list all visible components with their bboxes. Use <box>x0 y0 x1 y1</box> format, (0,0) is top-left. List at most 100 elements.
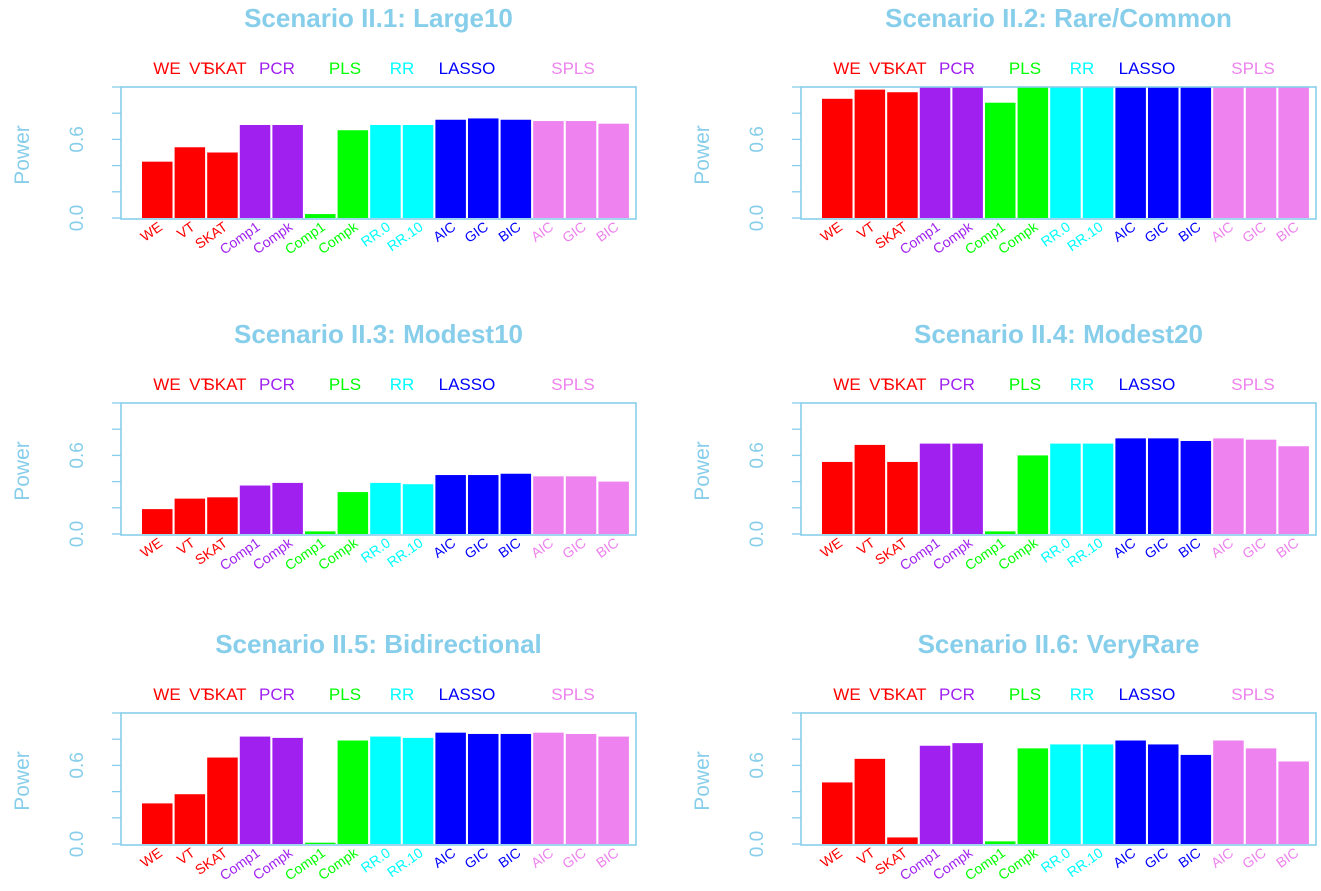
x-tick-label: BIC <box>495 844 523 870</box>
bar-aic-lasso <box>1115 438 1146 534</box>
bar-bic-lasso <box>500 733 532 844</box>
x-tick-label: WE <box>137 218 165 244</box>
bar-aic-lasso <box>435 119 466 218</box>
group-label-we: WE <box>153 375 180 394</box>
y-tick-label: 0.6 <box>747 752 768 778</box>
group-label-rr: RR <box>390 375 415 394</box>
y-tick-label: 0.0 <box>747 521 768 547</box>
bar-aic-spls <box>1213 87 1244 218</box>
bar-gic-lasso <box>1148 87 1179 218</box>
x-tick-label: BIC <box>1175 218 1203 244</box>
group-label-vt: VT <box>189 685 211 704</box>
bar-compk-pcr <box>952 87 983 218</box>
group-label-vt: VT <box>869 375 891 394</box>
group-label-spls: SPLS <box>1231 685 1274 704</box>
group-label-pcr: PCR <box>259 59 295 78</box>
group-label-we: WE <box>833 59 860 78</box>
group-label-rr: RR <box>1070 59 1095 78</box>
bar-skat-skat <box>887 461 918 534</box>
bar-aic-spls <box>1213 740 1244 844</box>
bar-rr-0-rr <box>1050 744 1081 844</box>
group-label-vt: VT <box>869 685 891 704</box>
x-tick-label: BIC <box>1273 534 1301 560</box>
bar-comp1-pls <box>985 841 1016 844</box>
bar-gic-spls <box>565 733 597 844</box>
group-label-we: WE <box>153 59 180 78</box>
group-label-pls: PLS <box>329 375 361 394</box>
bar-bic-lasso <box>500 119 532 218</box>
group-label-spls: SPLS <box>551 685 594 704</box>
bar-compk-pls <box>337 492 369 534</box>
y-tick-label: 0.0 <box>67 205 88 231</box>
bar-comp1-pls <box>985 102 1016 218</box>
bar-rr-0-rr <box>370 736 401 844</box>
bar-comp1-pls <box>305 531 336 534</box>
bar-vt-vt <box>854 758 886 844</box>
group-label-vt: VT <box>869 59 891 78</box>
bar-compk-pcr <box>952 743 983 844</box>
x-tick-label: BIC <box>593 534 621 560</box>
group-label-skat: SKAT <box>883 685 926 704</box>
group-label-pcr: PCR <box>939 375 975 394</box>
group-label-skat: SKAT <box>883 59 926 78</box>
x-tick-label: WE <box>817 534 845 560</box>
group-label-pcr: PCR <box>939 685 975 704</box>
bar-gic-spls <box>1245 87 1277 218</box>
bar-compk-pcr <box>272 124 303 218</box>
plot-border <box>120 86 637 220</box>
bar-rr-10-rr <box>1082 87 1114 218</box>
bar-comp1-pcr <box>919 443 951 534</box>
x-tick-label: GIC <box>559 218 589 245</box>
x-tick-label: WE <box>817 844 845 870</box>
bar-compk-pcr <box>272 482 303 534</box>
group-label-lasso: LASSO <box>439 685 496 704</box>
group-label-rr: RR <box>390 59 415 78</box>
bar-gic-lasso <box>1148 744 1179 844</box>
group-label-lasso: LASSO <box>1119 375 1176 394</box>
group-label-vt: VT <box>189 375 211 394</box>
x-tick-label: GIC <box>1239 534 1269 561</box>
y-tick-label: 0.6 <box>747 126 768 152</box>
group-label-we: WE <box>833 375 860 394</box>
group-label-pls: PLS <box>1009 685 1041 704</box>
bar-rr-0-rr <box>370 482 401 534</box>
bar-gic-spls <box>565 121 597 218</box>
group-label-spls: SPLS <box>551 375 594 394</box>
x-tick-label: GIC <box>461 844 491 871</box>
x-tick-label: GIC <box>1141 534 1171 561</box>
bar-bic-lasso <box>1180 440 1212 534</box>
chart-title: Scenario II.5: Bidirectional <box>215 629 542 659</box>
bar-gic-spls <box>1245 439 1277 534</box>
group-label-skat: SKAT <box>203 375 246 394</box>
bar-rr-10-rr <box>1082 744 1114 844</box>
x-tick-label: AIC <box>528 534 556 560</box>
bar-aic-lasso <box>435 475 466 534</box>
x-tick-label: BIC <box>593 844 621 870</box>
bar-bic-lasso <box>500 473 532 534</box>
group-label-we: WE <box>833 685 860 704</box>
group-label-spls: SPLS <box>551 59 594 78</box>
chart-title: Scenario II.2: Rare/Common <box>885 3 1232 33</box>
group-label-skat: SKAT <box>203 685 246 704</box>
bar-skat-skat <box>207 497 238 534</box>
group-label-skat: SKAT <box>883 375 926 394</box>
group-label-skat: SKAT <box>203 59 246 78</box>
bar-aic-spls <box>533 121 564 218</box>
x-tick-label: BIC <box>593 218 621 244</box>
bar-compk-pls <box>1017 87 1049 218</box>
x-tick-label: BIC <box>1273 844 1301 870</box>
x-tick-label: AIC <box>1208 534 1236 560</box>
bar-aic-spls <box>533 476 564 534</box>
bar-we-we <box>822 461 853 534</box>
group-label-pls: PLS <box>329 59 361 78</box>
bar-bic-spls <box>1278 446 1309 534</box>
x-tick-label: WE <box>137 534 165 560</box>
bar-gic-lasso <box>1148 438 1179 534</box>
chart-title: Scenario II.6: VeryRare <box>918 629 1200 659</box>
y-tick-label: 0.0 <box>67 521 88 547</box>
plot-border <box>800 402 1317 536</box>
